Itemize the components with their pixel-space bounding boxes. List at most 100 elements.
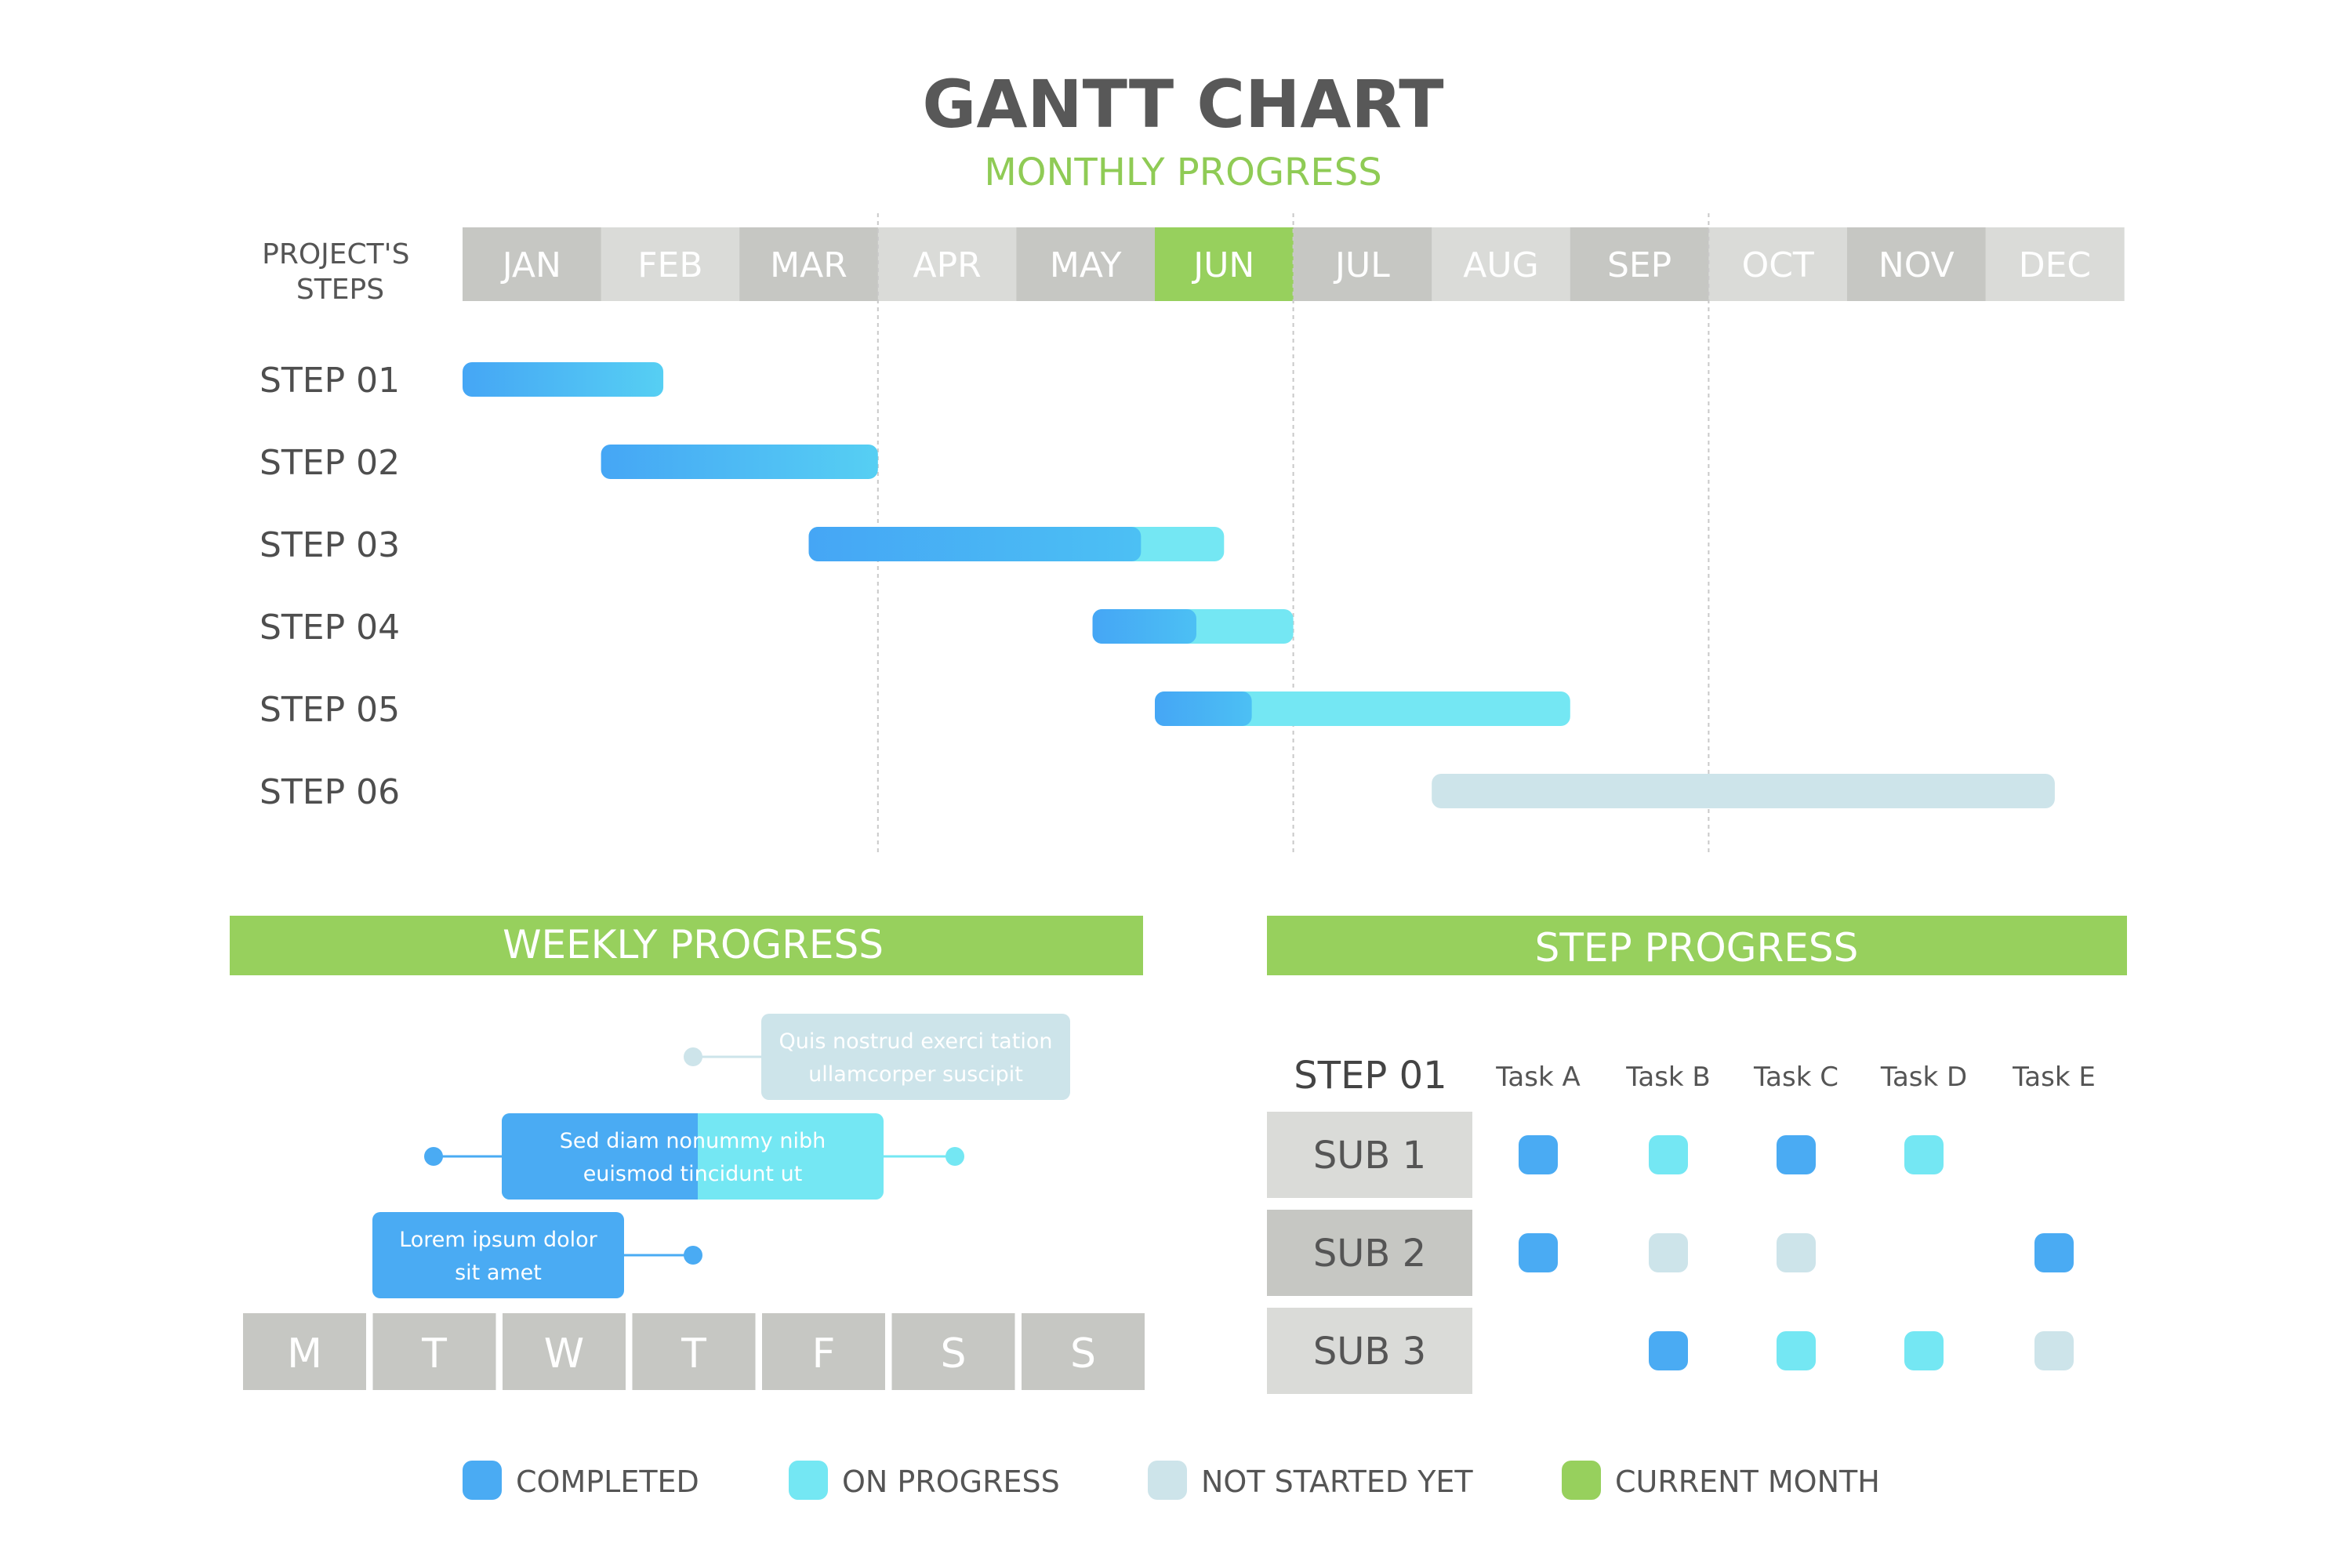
weekly-progress-header: WEEKLY PROGRESS — [503, 922, 884, 967]
step-label: STEP 05 — [260, 690, 400, 730]
step-label: STEP 03 — [260, 525, 400, 565]
month-cell-aug — [1432, 227, 1571, 301]
task-bar-not-started — [1432, 774, 2055, 808]
weekday-cell — [891, 1313, 1015, 1390]
status-square-not-started — [1649, 1233, 1688, 1272]
sub-row-label-bg — [1267, 1308, 1472, 1394]
weekday-cell — [372, 1313, 496, 1390]
page-subtitle: MONTHLY PROGRESS — [984, 151, 1381, 194]
sub-row-label-bg — [1267, 1112, 1472, 1198]
task-bar-completed — [1092, 609, 1196, 644]
month-label-jun: JUN — [1191, 245, 1254, 285]
sub-row-label: SUB 3 — [1313, 1330, 1426, 1374]
step-label: STEP 06 — [260, 772, 400, 812]
connector-dot — [946, 1147, 964, 1166]
month-label-mar: MAR — [770, 245, 848, 285]
legend-swatch-completed — [463, 1461, 502, 1500]
task-column-header: Task D — [1880, 1062, 1967, 1093]
weekly-task-box-completed — [502, 1113, 706, 1200]
status-square-completed — [1519, 1233, 1558, 1272]
task-column-header: Task A — [1495, 1062, 1580, 1093]
legend-label: CURRENT MONTH — [1615, 1465, 1880, 1499]
month-label-oct: OCT — [1742, 245, 1814, 285]
task-column-header: Task E — [2012, 1062, 2096, 1093]
task-bar-completed — [808, 527, 1142, 561]
month-cell-dec — [1985, 227, 2125, 301]
step-label: STEP 04 — [260, 608, 400, 648]
weekday-label: F — [812, 1330, 836, 1377]
month-cell-apr — [877, 227, 1017, 301]
task-bar-remaining — [1155, 691, 1570, 726]
status-square-on-progress — [1777, 1331, 1816, 1370]
step-progress-header-bg — [1267, 916, 2127, 975]
month-header: JAN FEB MAR APR MAY JUN JUL AUG SEP OCT NOV DEC — [463, 227, 2125, 301]
legend-swatch-not-started — [1148, 1461, 1187, 1500]
legend-label: NOT STARTED YET — [1201, 1465, 1473, 1499]
status-square-completed — [1777, 1135, 1816, 1174]
page-title: GANTT CHART — [922, 66, 1443, 143]
legend-swatch-on-progress — [789, 1461, 828, 1500]
month-cell-may — [1016, 227, 1156, 301]
weekly-progress-header-bg — [230, 916, 1143, 975]
month-cell-sep — [1570, 227, 1709, 301]
weekly-task-text: sit amet — [455, 1261, 542, 1285]
weekday-cell — [503, 1313, 626, 1390]
month-label-jul: JUL — [1333, 245, 1390, 285]
status-square-not-started — [1777, 1233, 1816, 1272]
month-cell-jul — [1293, 227, 1432, 301]
month-label-dec: DEC — [2019, 245, 2091, 285]
step-progress-matrix: Task A Task B Task C Task D Task E SUB 1 SUB 2… — [1267, 1062, 2096, 1394]
step-progress-header: STEP PROGRESS — [1535, 925, 1859, 971]
month-label-aug: AUG — [1463, 245, 1538, 285]
sub-row-label: SUB 2 — [1313, 1232, 1426, 1276]
status-square-completed — [2034, 1233, 2074, 1272]
status-square-on-progress — [1904, 1135, 1944, 1174]
weekday-label: T — [681, 1330, 706, 1377]
status-square-completed — [1519, 1135, 1558, 1174]
legend: COMPLETED ON PROGRESS NOT STARTED YET CURRE… — [463, 1461, 1880, 1500]
task-bar-completed — [463, 362, 664, 397]
task-column-header: Task B — [1625, 1062, 1711, 1093]
connector-dot — [424, 1147, 443, 1166]
weekday-cell — [1022, 1313, 1145, 1390]
status-square-on-progress — [1649, 1135, 1688, 1174]
weekly-task-box — [761, 1014, 1070, 1100]
month-label-jan: JAN — [500, 245, 561, 285]
task-bars — [463, 362, 2055, 808]
weekday-label: S — [940, 1330, 966, 1377]
month-label-apr: APR — [913, 245, 981, 285]
month-cell-nov — [1847, 227, 1987, 301]
gridlines — [877, 213, 1710, 855]
weekday-cell — [243, 1313, 366, 1390]
weekday-label: M — [287, 1330, 322, 1377]
weekday-cell — [632, 1313, 756, 1390]
weekday-label: S — [1070, 1330, 1096, 1377]
step-label: STEP 02 — [260, 443, 400, 483]
legend-label: COMPLETED — [516, 1465, 699, 1499]
legend-label: ON PROGRESS — [842, 1465, 1060, 1499]
weekly-task-box-seam — [698, 1113, 707, 1200]
weekday-label: T — [421, 1330, 447, 1377]
step-label: STEP 01 — [260, 361, 400, 401]
weekly-task-text: Quis nostrud exerci tation — [779, 1029, 1053, 1054]
connector-dot — [684, 1246, 702, 1265]
weekly-task-box — [372, 1212, 624, 1298]
weekly-task-text: euismod tincidunt ut — [583, 1162, 803, 1186]
status-square-not-started — [2034, 1331, 2074, 1370]
weekday-cell — [762, 1313, 885, 1390]
task-column-header: Task C — [1753, 1062, 1838, 1093]
sub-row-label-bg — [1267, 1210, 1472, 1296]
month-label-feb: FEB — [637, 245, 702, 285]
steps-header: PROJECT'S STEPS — [262, 238, 419, 306]
legend-swatch-current-month — [1562, 1461, 1601, 1500]
step-progress-step-label: STEP 01 — [1294, 1054, 1446, 1098]
status-square-completed — [1649, 1331, 1688, 1370]
month-cell-jan — [463, 227, 602, 301]
weekly-task-text: Lorem ipsum dolor — [399, 1228, 597, 1252]
step-labels: STEP 01 STEP 02 STEP 03 STEP 04 STEP 05 STEP … — [260, 361, 400, 812]
task-bar-completed — [1155, 691, 1252, 726]
month-cell-mar — [739, 227, 879, 301]
connector-dot — [684, 1047, 702, 1066]
sub-row-label: SUB 1 — [1313, 1134, 1426, 1178]
